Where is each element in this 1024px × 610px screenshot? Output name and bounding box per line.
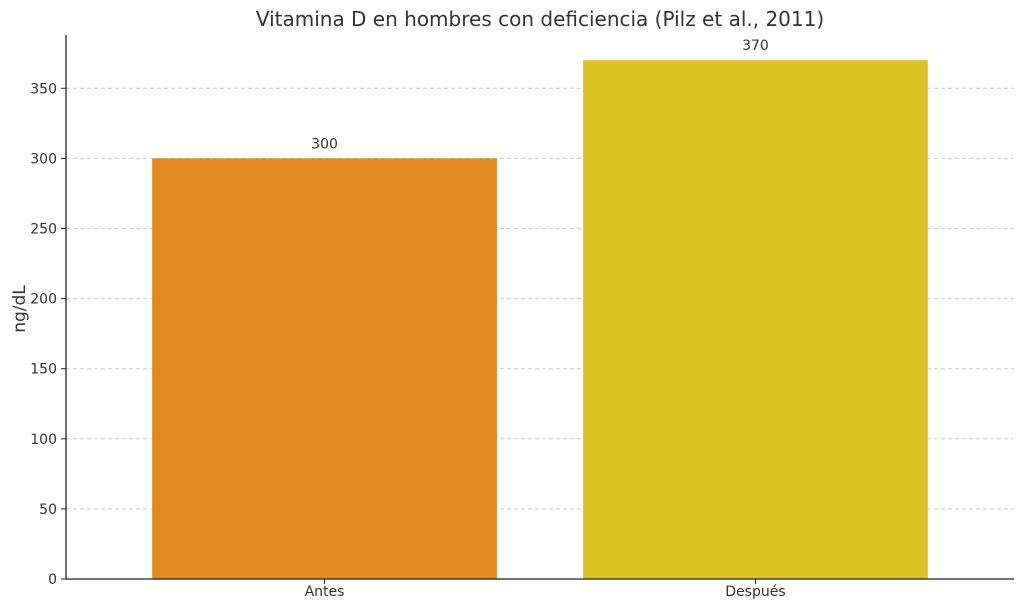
y-tick-label: 250: [30, 221, 57, 237]
y-tick-label: 350: [30, 81, 57, 97]
y-tick-label: 50: [39, 502, 57, 518]
data-labels: 300 370: [311, 38, 769, 152]
bar-antes: [152, 158, 497, 579]
data-label: 370: [742, 38, 769, 54]
bars: [152, 60, 928, 579]
y-tick-label: 300: [30, 151, 57, 167]
y-tick-label: 150: [30, 362, 57, 378]
data-label: 300: [311, 136, 338, 152]
x-tick-label: Antes: [305, 584, 345, 600]
x-tick-labels: Antes Después: [305, 579, 786, 600]
y-ticks: 0 50 100 150 200 250 300 350: [30, 81, 66, 588]
y-axis-label: ng/dL: [10, 285, 30, 333]
y-tick-label: 100: [30, 432, 57, 448]
y-tick-label: 200: [30, 292, 57, 308]
axes: [65, 35, 1014, 580]
x-tick-label: Después: [725, 584, 785, 600]
chart-title: Vitamina D en hombres con deficiencia (P…: [256, 7, 824, 31]
bar-después: [583, 60, 928, 579]
y-tick-label: 0: [48, 572, 57, 588]
